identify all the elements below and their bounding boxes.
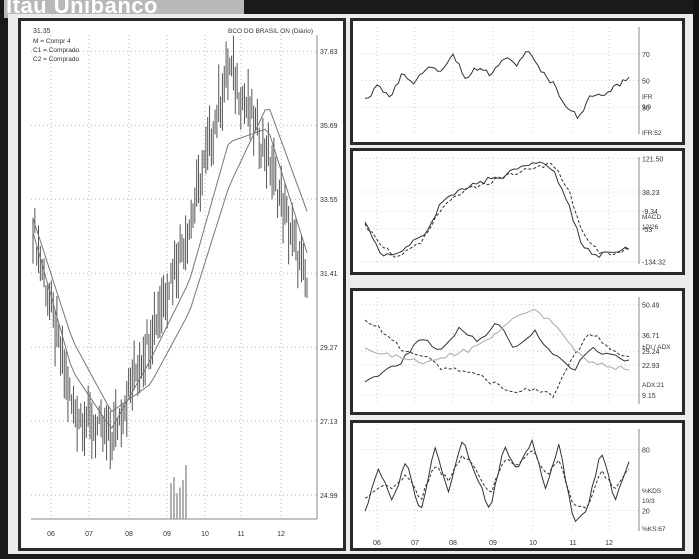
y-tick-label: 24.99 [320, 493, 338, 500]
y-tick-label: 80 [642, 447, 650, 454]
stochastic-panel: 06 07 08 09 10 11 12 80 20 %KDS 10/3 %KS:67 [350, 420, 685, 551]
page-edge [693, 0, 699, 559]
y-tick-label: 36.71 [642, 333, 660, 340]
indicator-label: 12/26 [642, 224, 659, 231]
stochastic-chart: 06 07 08 09 10 11 12 80 20 %KDS 10/3 %KS:67 [361, 429, 666, 547]
last-price-label: 31.35 [33, 28, 51, 35]
indicator-label: %KDS [642, 488, 662, 495]
legend-entry: M = Compr 4 [33, 38, 71, 45]
y-tick-label: 29.24 [642, 349, 660, 356]
indicator-label: IFR:52 [642, 130, 662, 137]
y-tick-label: 20 [642, 509, 650, 516]
x-tick-label: 09 [489, 540, 497, 547]
x-tick-label: 12 [277, 531, 285, 538]
indicator-label: MACD [642, 214, 661, 221]
y-tick-label: -53 [642, 227, 652, 234]
y-tick-label: 9.15 [642, 393, 656, 400]
y-tick-label: 35.69 [320, 123, 338, 130]
indicator-series-line [364, 51, 630, 120]
x-tick-label: 10 [529, 540, 537, 547]
x-tick-label: 08 [449, 540, 457, 547]
x-tick-label: 07 [411, 540, 419, 547]
x-tick-label: 07 [85, 531, 93, 538]
brand-title: Itaú Unibanco [6, 0, 158, 18]
indicator-series-line [364, 161, 630, 258]
indicator-label: %KS:67 [642, 526, 666, 533]
indicator-label: 9/0 [642, 104, 651, 111]
brand-banner: Itaú Unibanco [4, 0, 244, 18]
y-tick-label: 29.27 [320, 345, 338, 352]
y-tick-label: 50.49 [642, 303, 660, 310]
indicator-label: ±DI / ADX [642, 344, 671, 351]
indicator-series-line [364, 450, 630, 509]
chart-title: BCO DO BRASIL ON (Diário) [228, 28, 313, 35]
indicator-series-line [364, 309, 630, 371]
macd-panel: 121.50 38.23 -9.34 -53 -134.32 MACD 12/26 [350, 148, 685, 275]
x-tick-label: 06 [47, 531, 55, 538]
macd-chart: 121.50 38.23 -9.34 -53 -134.32 MACD 12/26 [361, 156, 666, 267]
x-tick-label: 11 [237, 531, 244, 538]
y-tick-label: 33.55 [320, 197, 338, 204]
x-tick-label: 11 [569, 540, 576, 547]
indicator-series-line [364, 438, 630, 523]
ifr-panel: 70 50 30 IFR 9/0 IFR:52 [350, 18, 685, 145]
y-tick-label: 70 [642, 52, 650, 59]
indicator-series-line [364, 162, 630, 258]
y-tick-label: 37.83 [320, 49, 338, 56]
x-tick-label: 09 [163, 531, 171, 538]
moving-average-line [32, 109, 308, 413]
indicator-label: 10/3 [642, 498, 655, 505]
y-tick-label: 31.41 [320, 271, 338, 278]
y-tick-label: 121.50 [642, 156, 664, 163]
moving-average-line [32, 128, 308, 429]
y-tick-label: 50 [642, 79, 650, 86]
y-tick-label: -9.34 [642, 209, 658, 216]
y-tick-label: 22.93 [642, 363, 660, 370]
x-tick-label: 12 [605, 540, 613, 547]
dmi-adx-chart: 50.49 36.71 29.24 22.93 9.15 ±DI / ADX ADX:21 [361, 297, 671, 404]
y-tick-label: -134.32 [642, 260, 666, 267]
y-tick-label: 27.13 [320, 419, 338, 426]
price-chart-panel: 37.83 35.69 33.55 31.41 29.27 27.13 24.99 06 07 0… [18, 18, 346, 551]
y-tick-label: 30 [642, 105, 650, 112]
indicator-label: ADX:21 [642, 382, 665, 389]
indicator-label: IFR [642, 94, 653, 101]
indicator-series-line [364, 323, 630, 383]
y-tick-label: 38.23 [642, 190, 660, 197]
x-tick-label: 10 [201, 531, 209, 538]
legend-entry: C1 = Comprado [33, 47, 79, 54]
x-tick-label: 08 [125, 531, 133, 538]
dmi-adx-panel: 50.49 36.71 29.24 22.93 9.15 ±DI / ADX ADX:21 [350, 288, 685, 415]
price-chart: 37.83 35.69 33.55 31.41 29.27 27.13 24.99 06 07 0… [31, 28, 338, 538]
ifr-chart: 70 50 30 IFR 9/0 IFR:52 [361, 27, 662, 137]
x-tick-label: 06 [373, 540, 381, 547]
legend-entry: C2 = Comprado [33, 56, 79, 63]
